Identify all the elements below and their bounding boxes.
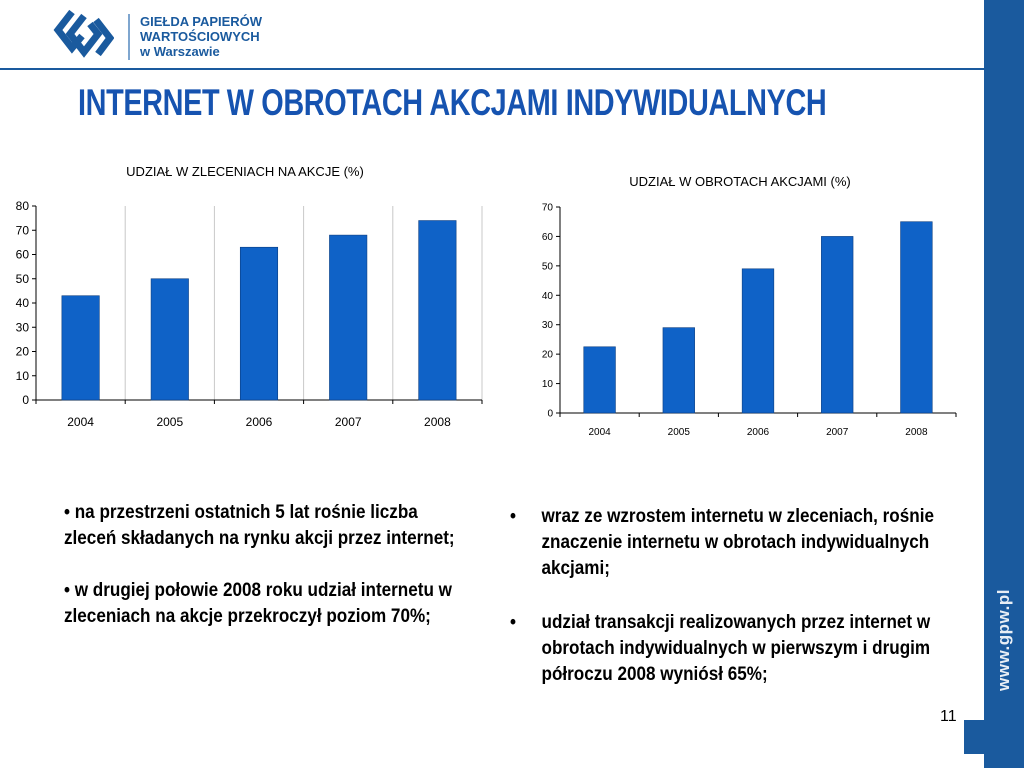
logo-line-3: w Warszawie xyxy=(140,44,220,59)
chart-title: UDZIAŁ W OBROTACH AKCJAMI (%) xyxy=(629,174,851,189)
y-tick-label: 40 xyxy=(16,296,30,310)
y-tick-label: 80 xyxy=(16,199,30,213)
x-tick-label: 2008 xyxy=(424,415,451,429)
y-tick-label: 0 xyxy=(22,393,29,407)
bar-2004 xyxy=(61,295,100,401)
y-tick-label: 10 xyxy=(16,369,30,383)
y-tick-label: 0 xyxy=(547,409,553,420)
bar-2008 xyxy=(418,220,457,401)
left-bullet-list: • na przestrzeni ostatnich 5 lat rośnie … xyxy=(64,500,474,656)
bullet-mark: • xyxy=(510,612,516,633)
orders-share-plot: 0 10 20 30 40 50 60 70 80 2004 2005 2006 2007 2008 xyxy=(16,199,483,429)
sidebar-url: www.gpw.pl xyxy=(994,589,1013,691)
bar-2004 xyxy=(583,346,616,414)
x-tick-label: 2007 xyxy=(335,415,362,429)
bar-2006 xyxy=(239,246,279,401)
sidebar-corner-block xyxy=(964,720,1024,754)
y-tick-label: 30 xyxy=(542,320,554,331)
x-tick-label: 2006 xyxy=(246,415,273,429)
turnover-share-chart: UDZIAŁ W OBROTACH AKCJAMI (%) 0 10 20 30 40 5… xyxy=(510,170,970,450)
bar-2005 xyxy=(150,278,189,401)
y-tick-label: 60 xyxy=(542,232,554,243)
y-tick-label: 50 xyxy=(16,272,30,286)
bullet-mark: • xyxy=(510,506,516,527)
page-title: INTERNET W OBROTACH AKCJAMI INDYWIDUALNY… xyxy=(78,82,827,123)
x-tick-label: 2008 xyxy=(905,427,928,438)
y-tick-label: 50 xyxy=(542,261,554,272)
chart-title: UDZIAŁ W ZLECENIACH NA AKCJE (%) xyxy=(126,164,364,179)
y-tick-label: 30 xyxy=(16,320,30,334)
page-number: 11 xyxy=(940,708,957,725)
logo-divider xyxy=(128,14,130,60)
bullet-item: • wraz ze wzrostem internetu w zleceniac… xyxy=(510,504,947,582)
right-sidebar: www.gpw.pl xyxy=(984,0,1024,768)
x-tick-label: 2007 xyxy=(826,427,849,438)
x-tick-label: 2004 xyxy=(67,415,94,429)
bullet-item: • na przestrzeni ostatnich 5 lat rośnie … xyxy=(64,502,455,549)
bar-2005 xyxy=(662,327,695,414)
x-tick-label: 2005 xyxy=(668,427,691,438)
y-tick-label: 20 xyxy=(542,350,554,361)
bullet-text: wraz ze wzrostem internetu w zleceniach,… xyxy=(541,506,934,579)
bar-2008 xyxy=(900,221,933,414)
logo-text: GIEŁDA PAPIERÓW WARTOŚCIOWYCH w Warszawi… xyxy=(140,14,262,59)
header-divider xyxy=(0,68,985,70)
y-tick-label: 60 xyxy=(16,248,30,262)
x-tick-label: 2004 xyxy=(588,427,611,438)
logo-line-2: WARTOŚCIOWYCH xyxy=(140,29,260,44)
y-tick-label: 70 xyxy=(542,203,554,214)
x-tick-label: 2005 xyxy=(156,415,183,429)
bar-2006 xyxy=(741,268,775,414)
bar-2007 xyxy=(821,236,854,414)
logo-line-1: GIEŁDA PAPIERÓW xyxy=(140,14,263,29)
y-tick-label: 20 xyxy=(16,345,30,359)
orders-share-chart: UDZIAŁ W ZLECENIACH NA AKCJE (%) 0 10 20 30… xyxy=(0,160,490,440)
y-tick-label: 70 xyxy=(16,223,30,237)
gpw-logo-icon xyxy=(53,9,114,58)
bar-2007 xyxy=(329,234,368,401)
bullet-item: • w drugiej połowie 2008 roku udział int… xyxy=(64,580,452,627)
bullet-text: udział transakcji realizowanych przez in… xyxy=(541,612,931,685)
turnover-share-plot: 0 10 20 30 40 50 60 70 2004 2005 2006 2007 2008 xyxy=(542,203,957,438)
right-bullet-list: • wraz ze wzrostem internetu w zleceniac… xyxy=(510,504,934,716)
y-tick-label: 40 xyxy=(542,291,554,302)
x-tick-label: 2006 xyxy=(747,427,770,438)
bullet-item: • udział transakcji realizowanych przez … xyxy=(510,610,947,688)
y-tick-label: 10 xyxy=(542,379,554,390)
